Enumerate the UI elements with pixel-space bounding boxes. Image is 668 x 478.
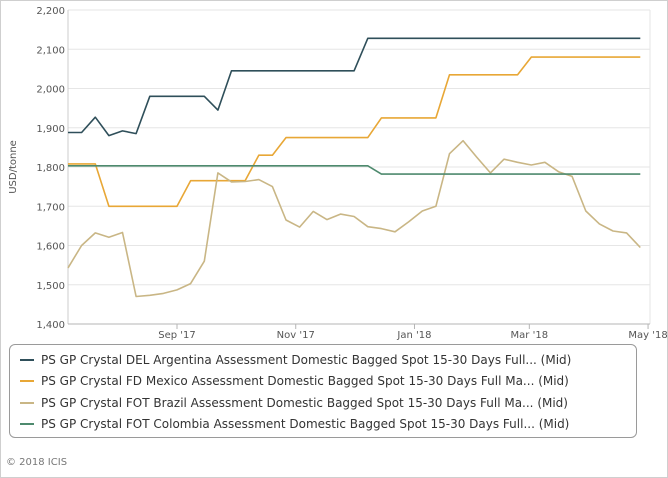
y-tick-label: 1,400	[36, 320, 65, 331]
line-chart: 1,400 1,500 1,600 1,700 1,800 1,900 2,000 2,100…	[8, 6, 668, 340]
series-line-2[interactable]	[68, 56, 641, 208]
y-axis-title: USD/tonne	[8, 140, 19, 194]
legend-item-1[interactable]: PS GP Crystal DEL Argentina Assessment D…	[10, 349, 636, 371]
y-tick-label: 1,600	[36, 242, 65, 253]
legend-swatch	[20, 358, 34, 361]
legend-item-3[interactable]: PS GP Crystal FOT Brazil Assessment Dome…	[10, 392, 636, 414]
x-tick-label: Nov '17	[277, 330, 315, 340]
legend-label: PS GP Crystal DEL Argentina Assessment D…	[41, 352, 572, 367]
series-lines	[67, 37, 641, 298]
x-tick-label: Sep '17	[158, 330, 196, 340]
y-tick-label: 1,500	[36, 281, 65, 292]
legend-item-4[interactable]: PS GP Crystal FOT Colombia Assessment Do…	[10, 414, 636, 436]
legend-swatch	[20, 423, 34, 426]
legend-swatch	[20, 380, 34, 383]
y-tick-label: 2,200	[36, 6, 65, 17]
y-axis-ticks: 1,400 1,500 1,600 1,700 1,800 1,900 2,000 2,100…	[36, 6, 65, 331]
series-line-3[interactable]	[67, 139, 641, 298]
y-tick-label: 1,700	[36, 202, 65, 213]
x-axis-ticks: Sep '17 Nov '17 Jan '18 Mar '18 May '18	[68, 323, 668, 340]
legend-label: PS GP Crystal FOT Colombia Assessment Do…	[41, 417, 570, 432]
x-tick-label: May '18	[628, 330, 667, 340]
copyright-text: © 2018 ICIS	[6, 457, 68, 468]
legend-label: PS GP Crystal FOT Brazil Assessment Dome…	[41, 395, 568, 410]
x-tick-label: Jan '18	[396, 330, 431, 340]
y-tick-label: 2,100	[36, 45, 65, 56]
y-tick-label: 2,000	[36, 85, 65, 96]
legend-label: PS GP Crystal FD Mexico Assessment Domes…	[41, 374, 569, 389]
y-tick-label: 1,800	[36, 163, 65, 174]
legend-item-2[interactable]: PS GP Crystal FD Mexico Assessment Domes…	[10, 371, 636, 393]
legend: PS GP Crystal DEL Argentina Assessment D…	[9, 344, 637, 438]
series-line-1[interactable]	[68, 37, 641, 137]
x-tick-label: Mar '18	[511, 330, 549, 340]
legend-swatch	[20, 401, 34, 404]
y-tick-label: 1,900	[36, 124, 65, 135]
series-line-4[interactable]	[68, 165, 641, 175]
